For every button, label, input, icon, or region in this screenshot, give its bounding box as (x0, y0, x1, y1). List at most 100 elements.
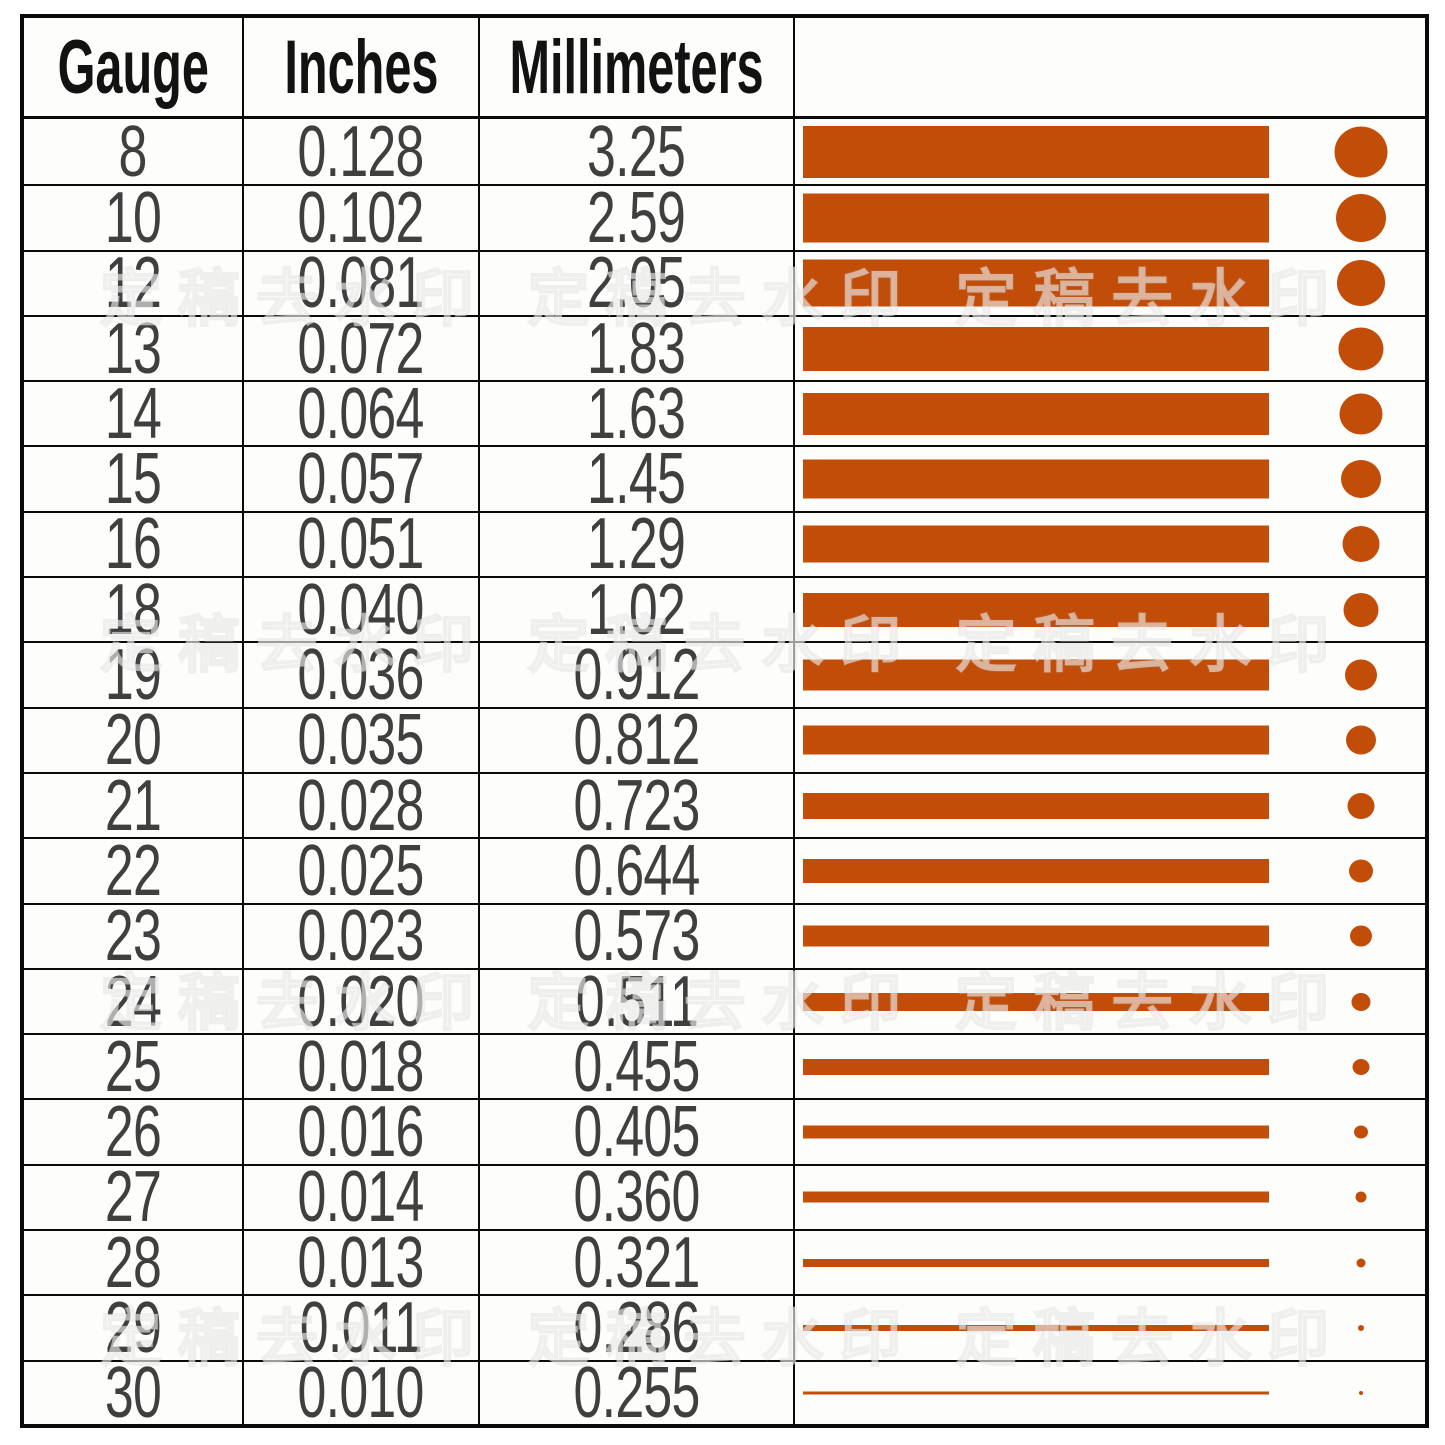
gauge-cell: 28 (24, 1223, 244, 1303)
millimeters-value: 2.05 (587, 243, 686, 324)
size-visual-cell (795, 970, 1425, 1033)
wire-thickness-bar (803, 1125, 1269, 1139)
inches-value: 0.020 (297, 961, 425, 1042)
size-visual-cell (795, 1035, 1425, 1098)
wire-cross-section-dot (1350, 925, 1372, 947)
wire-thickness-bar (803, 925, 1269, 947)
size-visual-cell (795, 447, 1425, 510)
table-row: 18 0.040 1.02 (24, 570, 1425, 650)
millimeters-cell: 0.511 (480, 962, 795, 1042)
millimeters-value: 0.511 (575, 961, 698, 1042)
millimeters-value: 0.455 (573, 1026, 700, 1107)
size-visual-cell (795, 119, 1425, 184)
wire-cross-section-dot (1338, 327, 1384, 371)
inches-cell: 0.040 (244, 570, 480, 650)
millimeters-value: 0.644 (573, 830, 700, 911)
header-label-inches: Inches (283, 24, 439, 110)
table-header-row: Gauge Inches Millimeters (24, 18, 1425, 119)
millimeters-value: 0.912 (573, 635, 700, 716)
wire-thickness-bar (803, 792, 1269, 819)
gauge-cell: 23 (24, 896, 244, 976)
gauge-cell: 25 (24, 1027, 244, 1107)
millimeters-cell: 0.405 (480, 1092, 795, 1172)
gauge-value: 15 (104, 439, 162, 520)
wire-thickness-bar (803, 1191, 1269, 1203)
inches-cell: 0.016 (244, 1092, 480, 1172)
gauge-cell: 29 (24, 1288, 244, 1368)
table-row: 24 0.020 0.511 (24, 962, 1425, 1042)
wire-cross-section-dot (1352, 1058, 1370, 1075)
inches-cell: 0.011 (244, 1288, 480, 1368)
size-visual-cell (795, 1166, 1425, 1229)
size-visual-cell (795, 382, 1425, 445)
size-visual-cell (795, 317, 1425, 380)
table-row: 28 0.013 0.321 (24, 1223, 1425, 1303)
table-row: 25 0.018 0.455 (24, 1027, 1425, 1107)
inches-value: 0.010 (297, 1353, 425, 1434)
gauge-cell: 10 (24, 178, 244, 258)
wire-thickness-bar (803, 125, 1269, 178)
millimeters-cell: 3.25 (480, 112, 795, 192)
wire-cross-section-dot (1359, 1391, 1363, 1396)
header-cell-inches: Inches (244, 18, 480, 116)
table-row: 21 0.028 0.723 (24, 766, 1425, 846)
gauge-table: Gauge Inches Millimeters 8 0.128 3.25 1 (20, 14, 1429, 1433)
table-row: 19 0.036 0.912 (24, 635, 1425, 715)
inches-cell: 0.010 (244, 1353, 480, 1433)
gauge-value: 22 (104, 830, 162, 911)
millimeters-value: 1.45 (587, 439, 686, 520)
wire-cross-section-dot (1343, 592, 1379, 627)
table-row: 16 0.051 1.29 (24, 504, 1425, 584)
gauge-cell: 19 (24, 635, 244, 715)
inches-cell: 0.018 (244, 1027, 480, 1107)
millimeters-cell: 0.912 (480, 635, 795, 715)
millimeters-value: 1.83 (587, 308, 686, 389)
wire-thickness-bar (803, 193, 1269, 243)
gauge-value: 29 (104, 1288, 162, 1368)
wire-cross-section-dot (1347, 792, 1375, 819)
wire-thickness-bar (803, 1258, 1269, 1267)
size-visual-cell (795, 774, 1425, 837)
inches-cell: 0.081 (244, 243, 480, 323)
inches-cell: 0.013 (244, 1223, 480, 1303)
wire-thickness-bar (803, 725, 1269, 755)
inches-cell: 0.064 (244, 374, 480, 454)
table-row: 13 0.072 1.83 (24, 309, 1425, 389)
wire-cross-section-dot (1356, 1258, 1366, 1268)
inches-value: 0.016 (297, 1092, 425, 1173)
millimeters-value: 1.02 (587, 569, 686, 650)
wire-cross-section-dot (1334, 126, 1388, 178)
wire-thickness-bar (803, 659, 1269, 691)
wire-thickness-bar (803, 392, 1269, 435)
wire-thickness-bar (803, 592, 1269, 627)
gauge-cell: 16 (24, 504, 244, 584)
size-visual-cell (795, 1100, 1425, 1163)
inches-value: 0.051 (297, 504, 425, 585)
wire-cross-section-dot (1346, 725, 1376, 755)
millimeters-cell: 1.02 (480, 570, 795, 650)
wire-cross-section-dot (1341, 460, 1381, 499)
millimeters-value: 3.25 (587, 111, 686, 192)
inches-value: 0.011 (299, 1288, 423, 1368)
millimeters-value: 0.573 (573, 896, 700, 977)
millimeters-value: 0.812 (573, 700, 700, 781)
gauge-cell: 21 (24, 766, 244, 846)
wire-cross-section-dot (1339, 393, 1383, 435)
table-row: 23 0.023 0.573 (24, 896, 1425, 976)
gauge-value: 23 (104, 896, 162, 977)
millimeters-value: 1.29 (587, 504, 686, 585)
wire-thickness-bar (803, 1058, 1269, 1075)
table-row: 20 0.035 0.812 (24, 700, 1425, 780)
millimeters-value: 0.723 (573, 765, 700, 846)
header-cell-millimeters: Millimeters (480, 18, 795, 116)
inches-value: 0.081 (297, 243, 425, 324)
wire-cross-section-dot (1351, 992, 1371, 1011)
table-row: 15 0.057 1.45 (24, 439, 1425, 519)
gauge-cell: 12 (24, 243, 244, 323)
millimeters-cell: 0.455 (480, 1027, 795, 1107)
wire-cross-section-dot (1337, 260, 1385, 307)
header-cell-gauge: Gauge (24, 18, 244, 116)
table-row: 29 0.011 0.286 (24, 1288, 1425, 1368)
gauge-cell: 27 (24, 1157, 244, 1237)
